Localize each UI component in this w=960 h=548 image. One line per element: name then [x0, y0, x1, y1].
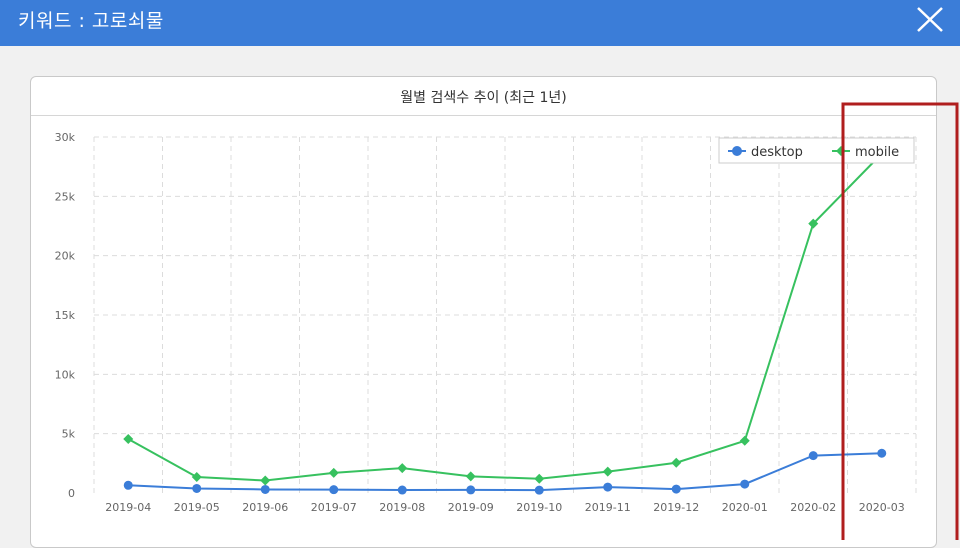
data-point-mobile[interactable]: [671, 457, 682, 468]
x-tick-label: 2019-04: [105, 501, 151, 514]
x-tick-label: 2019-11: [585, 501, 631, 514]
y-tick-label: 25k: [55, 190, 76, 203]
keyword-title: 키워드 : 고로쇠물: [18, 10, 164, 32]
x-tick-label: 2019-06: [242, 501, 288, 514]
data-point-desktop[interactable]: [397, 485, 407, 495]
x-tick-label: 2019-10: [516, 501, 562, 514]
series-line-desktop: [128, 452, 882, 492]
data-point-desktop[interactable]: [740, 479, 750, 489]
data-point-mobile[interactable]: [602, 466, 613, 477]
x-tick-label: 2019-07: [311, 501, 357, 514]
data-point-desktop[interactable]: [671, 484, 681, 494]
y-tick-label: 30k: [55, 131, 76, 144]
legend-marker-desktop: [732, 146, 742, 156]
data-point-desktop[interactable]: [603, 482, 613, 492]
y-tick-label: 0: [68, 487, 75, 500]
dialog-header: 키워드 : 고로쇠물: [0, 0, 960, 46]
y-tick-label: 20k: [55, 250, 76, 263]
data-point-mobile[interactable]: [534, 473, 545, 484]
x-tick-label: 2019-08: [379, 501, 425, 514]
data-point-mobile[interactable]: [328, 467, 339, 478]
x-tick-label: 2020-02: [790, 501, 836, 514]
x-tick-label: 2019-12: [653, 501, 699, 514]
data-point-mobile[interactable]: [739, 435, 750, 446]
data-point-mobile[interactable]: [191, 471, 202, 482]
close-icon: [917, 7, 943, 32]
chart-title: 월별 검색수 추이 (최근 1년): [400, 90, 567, 106]
x-tick-label: 2020-01: [722, 501, 768, 514]
data-point-mobile[interactable]: [123, 434, 134, 445]
data-point-mobile[interactable]: [260, 475, 271, 486]
y-tick-label: 5k: [62, 428, 76, 441]
y-tick-label: 15k: [55, 309, 76, 322]
series-line-mobile: [127, 152, 883, 482]
data-point-mobile[interactable]: [397, 463, 408, 474]
highlight-box: [841, 102, 959, 540]
data-point-desktop[interactable]: [192, 483, 202, 493]
x-tick-label: 2019-05: [174, 501, 220, 514]
x-tick-label: 2020-03: [859, 501, 905, 514]
data-point-desktop[interactable]: [466, 485, 476, 495]
data-point-desktop[interactable]: [329, 485, 339, 495]
x-tick-label: 2019-09: [448, 501, 494, 514]
legend-label-mobile[interactable]: mobile: [855, 145, 899, 160]
data-point-mobile[interactable]: [808, 218, 819, 229]
chart-panel-header: 월별 검색수 추이 (최근 1년): [31, 77, 936, 116]
data-point-desktop[interactable]: [808, 451, 818, 461]
data-point-desktop[interactable]: [260, 484, 270, 494]
data-point-mobile[interactable]: [465, 471, 476, 482]
legend-box: [718, 137, 915, 164]
y-tick-label: 10k: [55, 368, 76, 381]
data-point-desktop[interactable]: [123, 480, 133, 490]
close-button[interactable]: [912, 4, 946, 34]
data-point-desktop[interactable]: [534, 485, 544, 495]
legend-label-desktop[interactable]: desktop: [751, 145, 803, 160]
data-point-desktop[interactable]: [877, 448, 887, 458]
